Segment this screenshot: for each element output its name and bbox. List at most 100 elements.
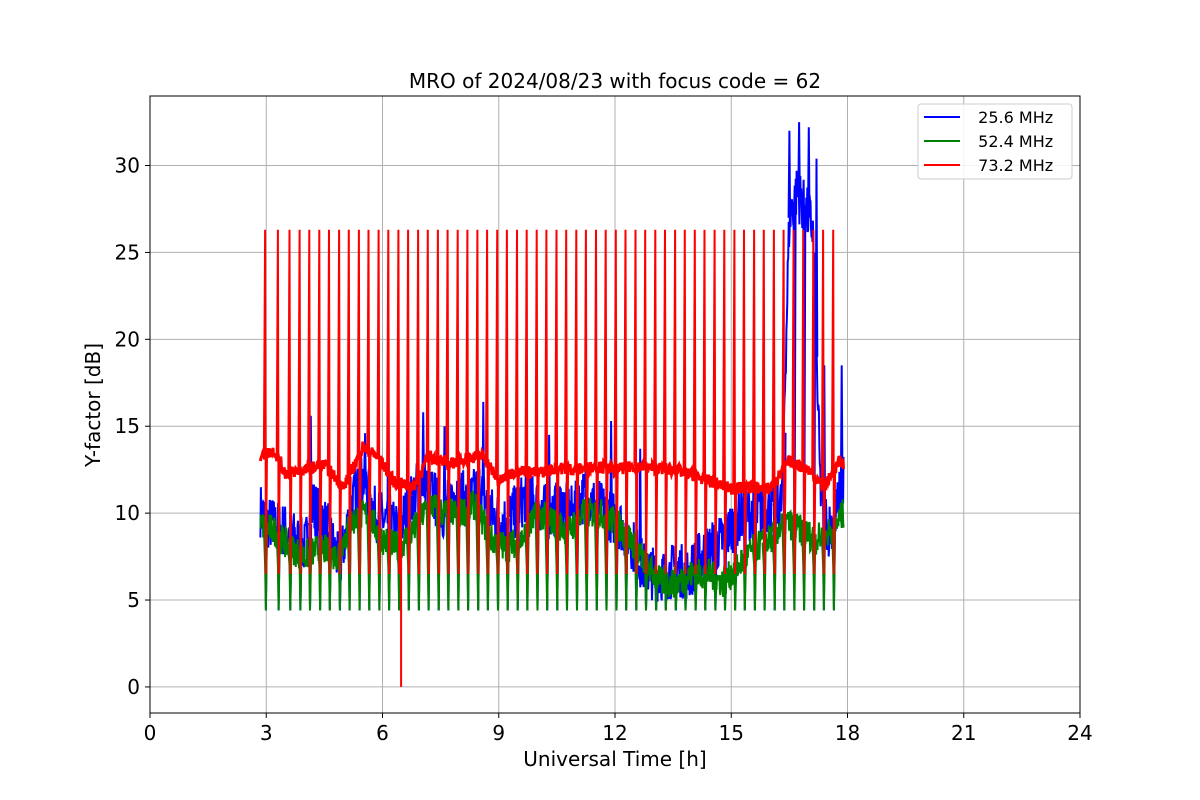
calibration-pulse: [455, 229, 461, 575]
calibration-pulse: [633, 547, 639, 611]
calibration-pulse: [751, 548, 758, 611]
calibration-pulse: [811, 229, 817, 575]
calibration-pulse: [514, 541, 520, 611]
calibration-pulse: [722, 565, 728, 611]
legend: 25.6 MHz 52.4 MHz 73.2 MHz: [917, 103, 1073, 180]
legend-label: 73.2 MHz: [968, 156, 1053, 175]
x-tick-label: 12: [602, 721, 627, 745]
calibration-pulse: [396, 547, 402, 611]
y-tick-label: 15: [115, 414, 140, 438]
calibration-pulse: [732, 565, 738, 611]
calibration-pulse: [287, 547, 293, 611]
calibration-pulse: [722, 229, 728, 575]
calibration-pulse: [544, 229, 550, 575]
y-tick-label: 0: [127, 675, 140, 699]
y-tick-label: 5: [127, 588, 140, 612]
calibration-pulse: [751, 229, 758, 575]
calibration-pulse: [326, 229, 332, 575]
y-tick-label: 20: [115, 327, 140, 351]
calibration-pulse: [771, 229, 777, 575]
calibration-pulse: [465, 229, 471, 575]
x-tick-label: 3: [260, 721, 273, 745]
calibration-pulse: [386, 229, 392, 575]
calibration-pulse: [682, 229, 688, 575]
calibration-pulse: [643, 563, 649, 611]
calibration-pulse: [653, 565, 659, 611]
y-tick-label: 10: [115, 501, 140, 525]
calibration-pulse: [692, 565, 698, 611]
calibration-pulse: [336, 229, 342, 575]
calibration-pulse: [741, 229, 747, 575]
calibration-pulse: [485, 229, 491, 575]
x-tick-label: 0: [144, 721, 157, 745]
calibration-pulse: [307, 554, 313, 611]
y-axis-label: Y-factor [dB]: [81, 343, 105, 468]
calibration-pulse: [307, 229, 313, 575]
calibration-pulse: [801, 229, 807, 575]
calibration-pulse: [692, 229, 698, 575]
calibration-pulse: [574, 229, 580, 575]
calibration-pulse: [366, 229, 372, 575]
calibration-pulse: [672, 565, 678, 611]
calibration-pulse: [613, 229, 619, 575]
calibration-pulse: [475, 229, 481, 575]
y-tick-label: 30: [115, 154, 140, 178]
calibration-pulse: [317, 229, 323, 575]
calibration-pulse: [791, 229, 797, 575]
data-spike: [363, 433, 367, 485]
calibration-pulse: [662, 229, 668, 575]
calibration-pulse: [262, 229, 268, 575]
calibration-pulse: [702, 229, 708, 575]
calibration-pulse: [712, 229, 718, 575]
calibration-pulse: [662, 565, 668, 611]
calibration-pulse: [297, 229, 303, 575]
calibration-pulse: [297, 553, 303, 611]
calibration-pulse: [425, 229, 431, 575]
data-spike: [421, 412, 425, 482]
y-axis: 0 5 10 15 20 25 30: [115, 154, 150, 699]
calibration-pulse: [583, 229, 589, 575]
calibration-pulse: [504, 547, 510, 611]
legend-label: 52.4 MHz: [968, 132, 1053, 151]
calibration-pulse: [820, 229, 826, 575]
series-line: [259, 490, 845, 598]
calibration-pulse: [564, 229, 570, 575]
calibration-pulse: [495, 542, 501, 611]
x-tick-label: 6: [376, 721, 389, 745]
calibration-pulse: [554, 229, 560, 575]
calibration-pulse: [761, 229, 767, 575]
x-tick-label: 9: [492, 721, 505, 745]
x-axis-label: Universal Time [h]: [523, 747, 706, 771]
calibration-pulse: [287, 229, 293, 575]
calibration-pulse: [741, 559, 747, 611]
calibration-pulse: [435, 229, 441, 575]
series-line: [258, 441, 845, 498]
calibration-pulse: [326, 552, 332, 611]
calibration-pulse: [702, 565, 708, 611]
data-spike: [787, 130, 792, 218]
calibration-pulse: [643, 229, 649, 575]
calibration-pulse: [712, 565, 718, 611]
calibration-pulse: [317, 548, 323, 611]
calibration-pulse: [376, 229, 382, 575]
data-spike: [839, 365, 844, 488]
calibration-pulse: [445, 229, 451, 575]
calibration-pulse: [781, 229, 787, 575]
calibration-pulse: [416, 229, 422, 575]
series-2: [258, 229, 845, 687]
calibration-pulse: [495, 229, 501, 575]
calibration-pulse: [653, 229, 659, 575]
calibration-pulse: [593, 229, 599, 575]
data-spike: [481, 401, 485, 496]
data-spike: [797, 122, 801, 196]
calibration-pulse: [732, 229, 738, 575]
data-spike: [609, 420, 613, 517]
data-spike: [814, 158, 819, 357]
calibration-pulse: [386, 542, 392, 611]
calibration-pulse: [514, 229, 520, 575]
series-layer: [258, 122, 845, 687]
series-1: [259, 490, 845, 611]
calibration-pulse: [761, 542, 767, 611]
data-spike: [807, 127, 811, 218]
